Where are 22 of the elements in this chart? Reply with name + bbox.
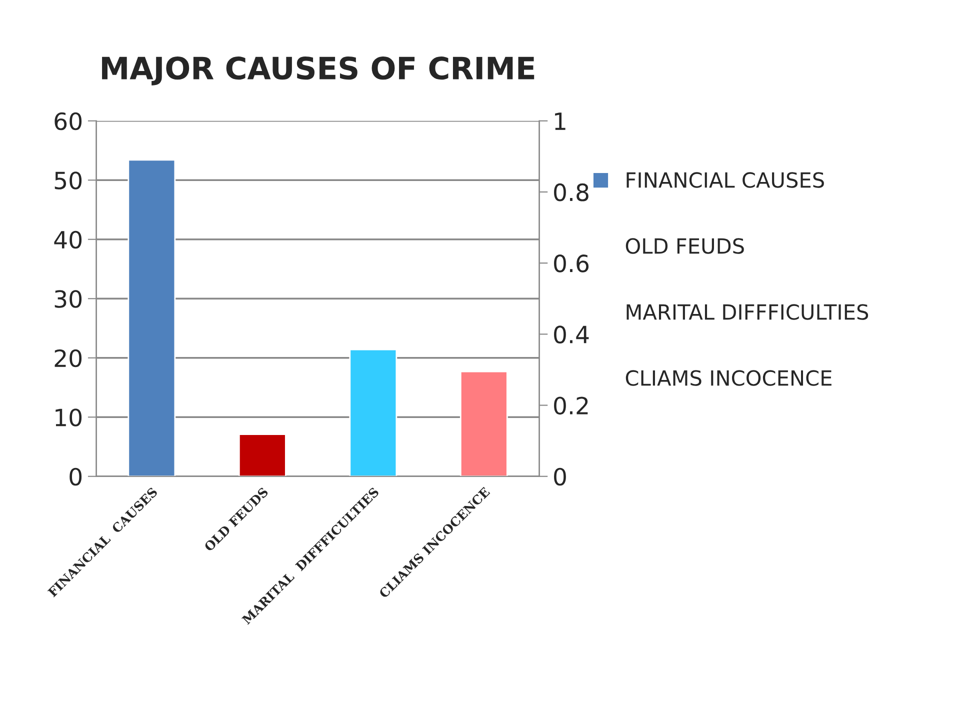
- y-tick-label: 40: [54, 230, 82, 249]
- y2-tick-label: 0.2: [554, 396, 588, 415]
- y-tick-label: 0: [70, 468, 82, 486]
- y-tick-label: 20: [54, 349, 82, 368]
- y2-tick-label: 0.6: [554, 254, 589, 272]
- text: CLIAMS INCOCENCE: [626, 370, 832, 386]
- y2-tick-label: 1: [555, 112, 566, 130]
- y-tick-label: 10: [56, 408, 82, 426]
- y-tick-label: 50: [54, 172, 82, 190]
- bar: [349, 348, 398, 476]
- bar: [460, 370, 508, 476]
- chart-title: MAJOR CAUSES OF CRIME: [102, 56, 534, 86]
- legend-label: FINANCIAL CAUSES: [626, 172, 824, 188]
- y2-tick-label: 0.4: [554, 326, 589, 344]
- y-tick-label: 30: [54, 290, 82, 308]
- y2-tick-label: 0.8: [554, 183, 588, 202]
- y-tick-label: 60: [54, 112, 82, 130]
- text: MARITAL DIFFFICULTIES: [626, 304, 868, 320]
- bar: [238, 434, 286, 476]
- y2-tick-label: 0: [554, 468, 566, 486]
- text: OLD FEUDS: [626, 238, 744, 254]
- bar: [128, 159, 176, 476]
